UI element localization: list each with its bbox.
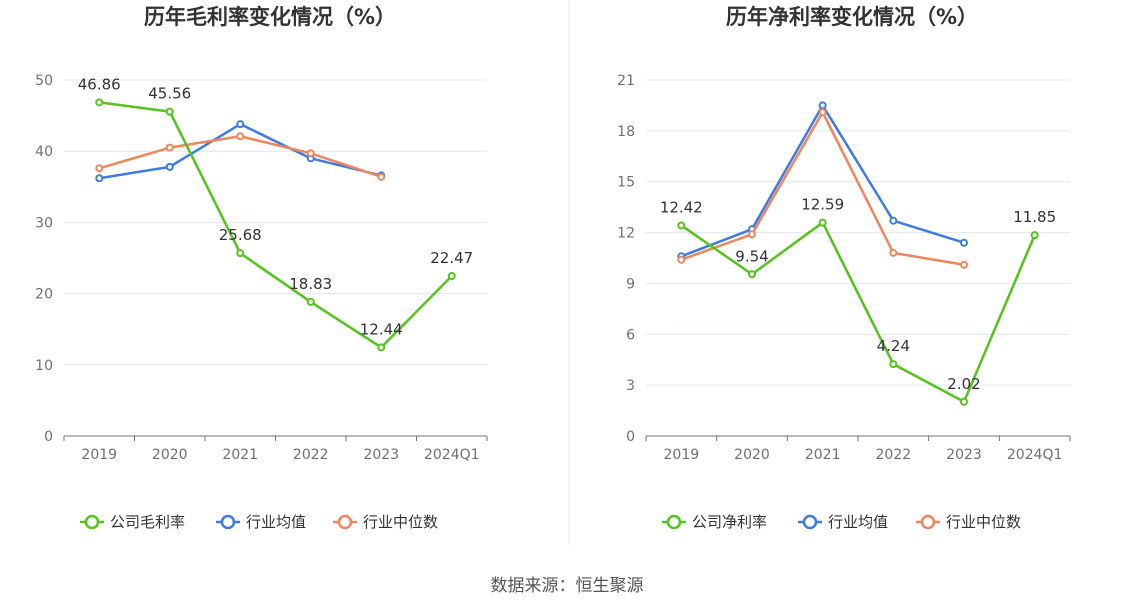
data-point — [1030, 231, 1039, 240]
y-tick-label: 21 — [617, 73, 635, 89]
data-point — [677, 221, 686, 230]
legend-swatch-marker — [220, 514, 236, 530]
x-tick-label: 2024Q1 — [1007, 447, 1063, 463]
y-tick-label: 6 — [626, 327, 635, 343]
data-point — [818, 101, 827, 110]
data-point — [165, 107, 174, 116]
legend-label: 行业均值 — [246, 513, 306, 531]
legend-swatch-marker — [84, 514, 100, 530]
legend-item: 行业中位数 — [333, 513, 438, 531]
data-label: 25.68 — [219, 226, 262, 244]
y-tick-label: 3 — [626, 378, 635, 394]
data-label: 12.42 — [660, 198, 703, 216]
data-label: 46.86 — [78, 75, 121, 93]
x-tick-label: 2020 — [734, 447, 770, 463]
data-point — [748, 230, 756, 239]
x-tick-label: 2024Q1 — [424, 447, 480, 463]
x-tick-label: 2023 — [946, 447, 982, 463]
series-line — [680, 104, 965, 258]
legend-label: 公司净利率 — [692, 513, 767, 531]
data-point — [748, 270, 756, 279]
y-tick-label: 0 — [626, 429, 635, 445]
data-label: 2.02 — [947, 375, 980, 393]
y-tick-label: 30 — [35, 215, 53, 231]
data-point — [447, 272, 456, 281]
legend-item: 行业中位数 — [916, 513, 1021, 531]
legend-swatch-marker — [802, 514, 818, 530]
data-point — [165, 143, 174, 152]
data-label: 12.59 — [801, 196, 844, 214]
data-point — [306, 149, 315, 158]
y-tick-label: 18 — [617, 124, 635, 140]
chart-title: 历年净利率变化情况（%） — [726, 5, 978, 29]
y-tick-label: 10 — [35, 358, 53, 374]
legend-label: 行业中位数 — [363, 513, 438, 531]
legend-item: 公司毛利率 — [80, 513, 185, 531]
data-label: 4.24 — [877, 337, 910, 355]
data-point — [236, 249, 245, 258]
x-tick-label: 2021 — [805, 447, 841, 463]
chart-2: 历年净利率变化情况（%） 0 3 6 9 12 15 18 21 2019 2020 2021 2022… — [617, 5, 1071, 531]
x-tick-label: 2019 — [664, 447, 700, 463]
data-point — [818, 218, 827, 227]
data-source-note: 数据来源：恒生聚源 — [491, 576, 644, 596]
data-point — [818, 108, 827, 117]
legend-item: 公司净利率 — [662, 513, 767, 531]
y-tick-label: 40 — [35, 144, 53, 160]
data-label: 45.56 — [148, 85, 191, 103]
legend-swatch-marker — [920, 514, 936, 530]
data-label: 22.47 — [430, 249, 473, 267]
y-tick-label: 0 — [44, 429, 53, 445]
chart-1: 历年毛利率变化情况（%） 0 10 20 30 40 50 2019 2020 2021 2022 2… — [35, 5, 488, 531]
x-tick-label: 2022 — [293, 447, 329, 463]
data-point — [377, 172, 386, 181]
x-tick-label: 2021 — [222, 447, 258, 463]
series-line — [680, 110, 965, 267]
legend-swatch-marker — [666, 514, 682, 530]
series-line — [99, 101, 453, 349]
y-tick-label: 12 — [617, 226, 635, 242]
series-line — [680, 221, 1036, 404]
data-point — [95, 98, 104, 107]
data-point — [960, 260, 968, 269]
y-tick-label: 50 — [35, 73, 53, 89]
x-tick-label: 2019 — [81, 447, 117, 463]
x-tick-label: 2020 — [152, 447, 188, 463]
data-point — [377, 343, 386, 352]
legend-item: 行业均值 — [216, 513, 306, 531]
x-tick-label: 2023 — [363, 447, 399, 463]
chart-title: 历年毛利率变化情况（%） — [144, 5, 396, 29]
data-point — [960, 238, 968, 247]
legend-label: 行业均值 — [828, 513, 888, 531]
data-point — [306, 297, 315, 306]
data-label: 18.83 — [289, 275, 332, 293]
x-tick-label: 2022 — [876, 447, 912, 463]
data-point — [960, 397, 968, 406]
data-point — [677, 255, 686, 264]
data-label: 11.85 — [1013, 208, 1056, 226]
data-point — [236, 132, 245, 141]
y-tick-label: 9 — [626, 276, 635, 292]
y-tick-label: 15 — [617, 175, 635, 191]
data-label: 9.54 — [735, 247, 768, 265]
data-point — [95, 174, 104, 183]
legend-item: 行业均值 — [798, 513, 888, 531]
legend-swatch-marker — [337, 514, 353, 530]
legend-label: 行业中位数 — [946, 513, 1021, 531]
data-point — [165, 162, 174, 171]
data-point — [889, 360, 898, 369]
data-point — [889, 216, 898, 225]
data-label: 12.44 — [360, 320, 403, 338]
data-point — [236, 120, 245, 129]
data-point — [95, 164, 104, 173]
data-point — [889, 248, 898, 257]
legend-label: 公司毛利率 — [110, 513, 185, 531]
y-tick-label: 20 — [35, 287, 53, 303]
